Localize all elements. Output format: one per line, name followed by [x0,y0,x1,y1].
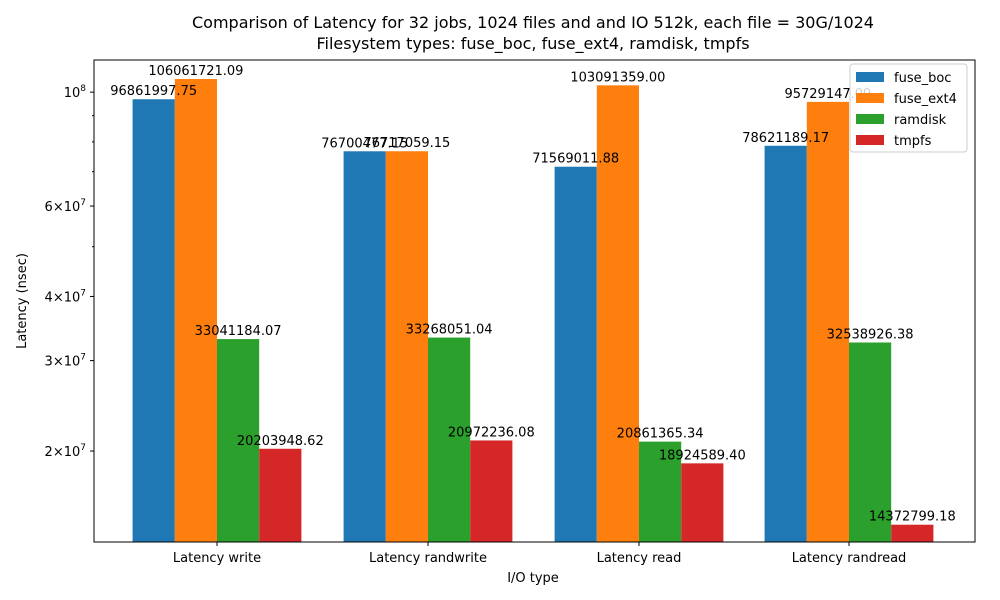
legend-label-tmpfs: tmpfs [894,134,932,149]
legend-label-fuse_ext4: fuse_ext4 [894,92,957,107]
chart-title: Comparison of Latency for 32 jobs, 1024 … [192,13,874,32]
data-label-fuse_ext4-3: 103091359.00 [570,70,665,85]
y-axis-label: Latency (nsec) [15,253,30,349]
data-label-ramdisk-3: 20861365.34 [617,427,704,442]
data-label-ramdisk-1: 33041184.07 [195,324,282,339]
bar-ramdisk-4 [849,342,892,542]
y-axis: 2×107 3×107 4×107 6×107 108 [45,84,94,460]
y-tick-label: 108 [64,84,87,101]
data-label-tmpfs-2: 20972236.08 [448,425,535,440]
legend-swatch-fuse_boc [856,72,884,82]
data-label-fuse_boc-1: 96861997.75 [110,84,197,99]
legend-swatch-ramdisk [856,114,884,124]
bar-ramdisk-2 [428,337,471,542]
chart-subtitle: Filesystem types: fuse_boc, fuse_ext4, r… [316,34,749,54]
legend-label-fuse_boc: fuse_boc [894,71,951,86]
y-tick-label: 4×107 [45,288,86,305]
bar-tmpfs-1 [259,448,302,542]
bar-tmpfs-3 [681,463,724,542]
bar-fuse_ext4-1 [174,79,217,542]
y-tick-label: 3×107 [45,353,86,370]
data-labels-layer: 96861997.75 76700477.15 71569011.88 7862118… [110,64,955,525]
y-tick-label: 2×107 [45,443,86,460]
data-label-ramdisk-4: 32538926.38 [827,327,914,342]
data-label-fuse_ext4-1: 106061721.09 [148,64,243,79]
bar-ramdisk-3 [639,441,682,542]
legend-box [849,63,968,153]
bars-layer [132,79,934,543]
data-label-tmpfs-4: 14372799.18 [869,510,956,525]
data-label-fuse_boc-3: 71569011.88 [532,152,619,167]
bar-fuse_boc-3 [554,166,597,543]
plot-frame [93,59,976,543]
bar-fuse_boc-2 [343,151,386,542]
data-label-fuse_ext4-2: 76717059.15 [363,136,450,151]
x-tick-label: Latency write [173,551,261,566]
data-label-tmpfs-3: 18924589.40 [659,448,746,463]
y-tick-label: 6×107 [45,198,86,215]
legend-swatch-tmpfs [856,135,884,145]
bar-ramdisk-1 [217,339,260,542]
bar-fuse_ext4-2 [385,151,428,543]
data-label-ramdisk-2: 33268051.04 [406,323,493,338]
legend-swatch-fuse_ext4 [856,93,884,103]
legend-label-ramdisk: ramdisk [894,113,947,128]
data-label-tmpfs-1: 20203948.62 [237,434,324,449]
bar-fuse_boc-1 [132,99,175,543]
data-label-fuse_boc-2: 76700477.15 [321,136,408,151]
x-axis-label: I/O type [507,571,559,586]
data-label-fuse_boc-4: 78621189.17 [742,131,829,146]
bar-fuse_boc-4 [764,145,807,542]
x-tick-label: Latency randread [792,551,907,566]
bar-tmpfs-4 [891,524,934,542]
bar-tmpfs-2 [470,440,513,542]
x-tick-label: Latency read [597,551,682,566]
bar-fuse_ext4-3 [596,85,639,542]
x-axis: Latency write Latency randwrite Latency re… [173,542,906,566]
bar-fuse_ext4-4 [806,101,849,543]
x-tick-label: Latency randwrite [369,551,487,566]
